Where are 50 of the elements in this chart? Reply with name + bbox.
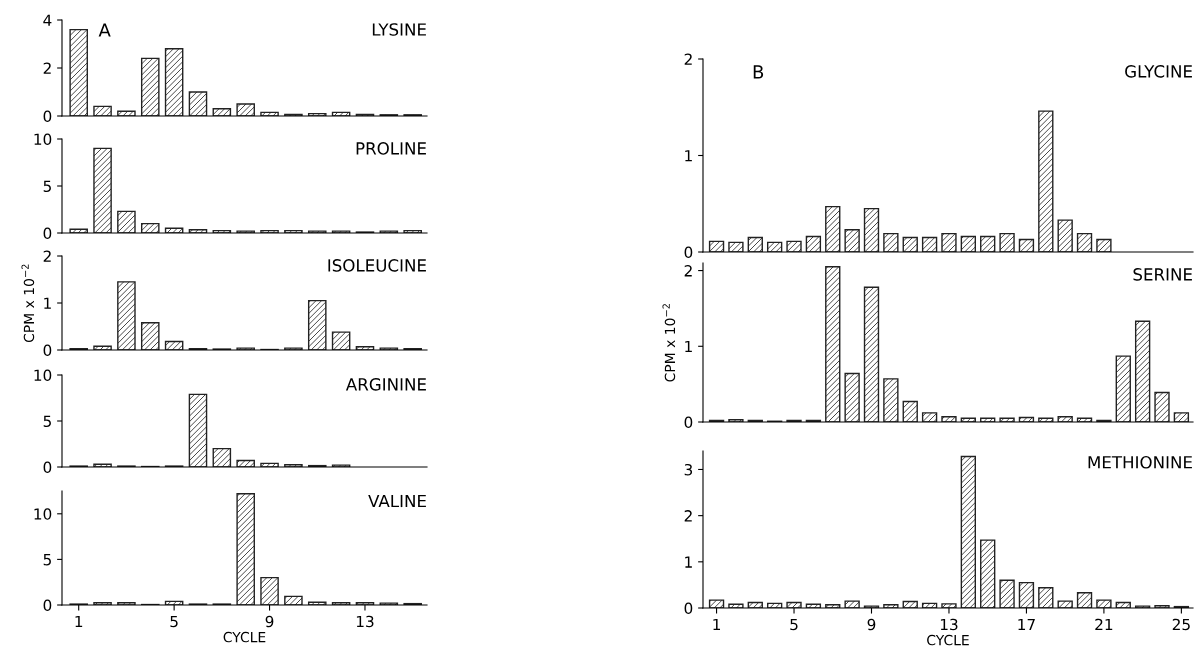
y-tick-label: 0 (684, 246, 693, 259)
y-tick-label: 2 (43, 62, 51, 74)
y-tick-label: 1 (685, 340, 692, 353)
x-tick-label: 21 (1095, 618, 1113, 631)
chart-title: VALINE (368, 494, 426, 508)
x-tick-label: 13 (940, 618, 958, 631)
y-tick-label: 0 (684, 602, 693, 615)
chart-title: PROLINE (356, 142, 426, 155)
y-tick-label: 2 (684, 510, 692, 522)
y-tick-label: 1 (44, 297, 51, 309)
x-axis-title: CYCLE (927, 634, 969, 646)
y-tick-label: 2 (43, 250, 51, 262)
x-tick-label: 5 (790, 618, 798, 631)
y-tick-label: 5 (43, 554, 51, 566)
chart-title: LYSINE (372, 23, 426, 36)
chart-title: METHIONINE (1088, 456, 1192, 469)
y-tick-label: 2 (684, 265, 692, 277)
y-tick-label: 0 (43, 110, 52, 123)
y-tick-label: 3 (684, 463, 693, 476)
y-tick-label: 5 (43, 415, 51, 428)
y-tick-label: 2 (684, 53, 692, 65)
annotation: B (753, 65, 764, 79)
y-tick-label: 0 (43, 227, 52, 240)
x-tick-label: 1 (713, 618, 721, 631)
y-tick-label: 5 (43, 180, 51, 193)
y-tick-label: 0 (43, 599, 52, 612)
x-tick-label: 1 (75, 615, 83, 628)
y-tick-label: 0 (684, 416, 693, 429)
x-tick-label: 25 (1172, 618, 1190, 631)
y-tick-label: 4 (43, 14, 52, 26)
chart-title: GLYCINE (1125, 65, 1192, 78)
y-tick-label: 1 (685, 556, 692, 568)
annotation: A (98, 23, 111, 37)
y-tick-label: 10 (34, 508, 52, 520)
y-axis-title: CPM x 10$^{−2}$ (662, 304, 676, 382)
x-tick-label: 17 (1018, 618, 1035, 631)
y-axis-title: CPM x 10$^{−2}$ (21, 264, 35, 343)
y-tick-label: 10 (34, 369, 52, 382)
y-tick-label: 0 (43, 461, 52, 474)
x-tick-label: 9 (265, 615, 274, 628)
chart-title: ARGININE (345, 378, 426, 391)
chart-title: SERINE (1133, 268, 1192, 281)
y-tick-label: 1 (685, 150, 692, 162)
chart-title: ISOLEUCINE (328, 259, 426, 272)
x-tick-label: 5 (170, 615, 178, 628)
x-tick-label: 9 (867, 618, 876, 631)
x-axis-title: CYCLE (223, 631, 266, 643)
y-tick-label: 0 (43, 344, 52, 357)
y-tick-label: 10 (34, 133, 52, 146)
x-tick-label: 13 (356, 615, 374, 628)
